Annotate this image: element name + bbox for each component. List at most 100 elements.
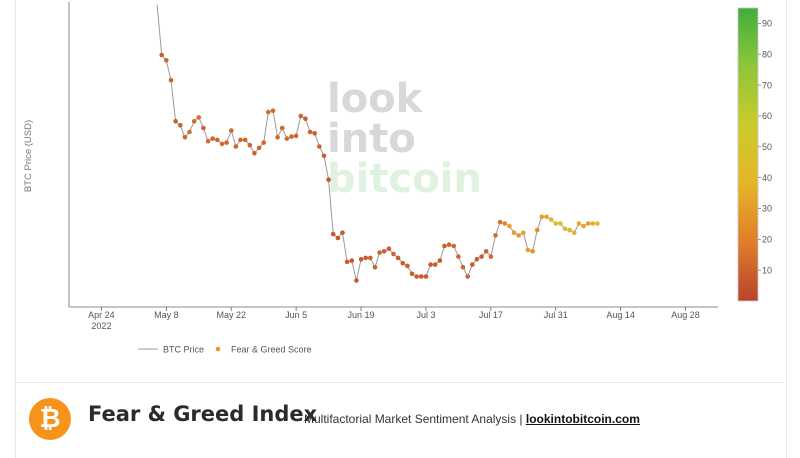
watermark-line: into bbox=[327, 116, 416, 162]
fear-greed-point bbox=[312, 131, 318, 136]
colorbar-strip bbox=[737, 7, 759, 302]
fear-greed-point bbox=[261, 140, 267, 145]
fear-greed-point bbox=[187, 129, 192, 135]
chart-card bbox=[15, 0, 787, 458]
fear-greed-point bbox=[395, 255, 401, 261]
colorbar-tick-label: 70 bbox=[762, 80, 772, 90]
fear-greed-point bbox=[354, 278, 359, 283]
colorbar-tick-label: 90 bbox=[762, 19, 772, 29]
fear-greed-point bbox=[521, 230, 526, 235]
fear-greed-point bbox=[576, 221, 582, 226]
fear-greed-point bbox=[409, 271, 415, 277]
x-tick-label: Jun 19 bbox=[348, 310, 375, 320]
fear-greed-point bbox=[474, 257, 480, 262]
fear-greed-point bbox=[432, 262, 438, 267]
fear-greed-point bbox=[229, 128, 234, 133]
bitcoin-icon: ₿ bbox=[39, 404, 61, 434]
x-tick-label: May 22 bbox=[216, 310, 246, 320]
fear-greed-point bbox=[178, 123, 183, 128]
fear-greed-point bbox=[558, 221, 563, 226]
fear-greed-point bbox=[493, 233, 498, 238]
fear-greed-point bbox=[456, 254, 461, 259]
fear-greed-point bbox=[405, 263, 410, 269]
legend-dot-marker bbox=[215, 346, 221, 352]
fear-greed-point bbox=[507, 223, 512, 229]
watermark: lookintobitcoin bbox=[327, 76, 482, 202]
site-link[interactable]: lookintobitcoin.com bbox=[525, 412, 640, 426]
fear-greed-point bbox=[479, 254, 484, 259]
footer-divider bbox=[15, 382, 785, 383]
colorbar-tick-label: 40 bbox=[762, 173, 772, 183]
fear-greed-point bbox=[242, 137, 248, 143]
fear-greed-point bbox=[344, 259, 350, 265]
fear-greed-point bbox=[256, 145, 262, 151]
fear-greed-point bbox=[326, 177, 331, 182]
fear-greed-point bbox=[516, 233, 521, 238]
fear-greed-point bbox=[215, 137, 220, 143]
fear-greed-point bbox=[321, 153, 327, 159]
x-tick-sublabel: 2022 bbox=[91, 321, 111, 331]
fear-greed-point bbox=[205, 138, 211, 144]
fear-greed-point bbox=[428, 262, 433, 267]
fear-greed-point bbox=[224, 140, 229, 145]
x-tick-label: Jul 3 bbox=[416, 310, 435, 320]
fear-greed-point bbox=[502, 221, 508, 226]
fear-greed-point bbox=[233, 144, 239, 149]
colorbar-tick-label: 30 bbox=[762, 204, 772, 214]
colorbar-tick-label: 80 bbox=[762, 49, 772, 59]
legend[interactable]: BTC Price Fear & Greed Score bbox=[138, 345, 312, 355]
x-tick-label: May 8 bbox=[154, 310, 179, 320]
fear-greed-point bbox=[470, 262, 475, 267]
fear-greed-point bbox=[465, 274, 471, 279]
fear-greed-point bbox=[335, 235, 341, 241]
fear-greed-point bbox=[419, 274, 424, 279]
fear-greed-point bbox=[284, 136, 290, 141]
fear-greed-point bbox=[446, 242, 452, 247]
fear-greed-point bbox=[168, 77, 174, 83]
x-tick-label: Jul 31 bbox=[544, 310, 568, 320]
fear-greed-dots bbox=[159, 52, 600, 283]
legend-item-fear-greed[interactable]: Fear & Greed Score bbox=[215, 345, 312, 355]
fear-greed-point bbox=[372, 264, 378, 270]
fear-greed-point bbox=[530, 249, 535, 254]
fear-greed-point bbox=[544, 214, 549, 220]
fear-greed-point bbox=[400, 260, 406, 266]
fear-greed-point bbox=[534, 227, 540, 233]
fear-greed-point bbox=[423, 274, 429, 279]
fear-greed-point bbox=[590, 221, 596, 226]
fear-greed-point bbox=[196, 115, 202, 120]
legend-item-btc-price[interactable]: BTC Price bbox=[138, 345, 204, 355]
fear-greed-point bbox=[363, 255, 369, 261]
fear-greed-point bbox=[279, 125, 285, 131]
legend-label-btc-price: BTC Price bbox=[163, 345, 204, 355]
watermark-line: bitcoin bbox=[327, 156, 482, 202]
fear-greed-point bbox=[539, 214, 545, 220]
colorbar-tick-label: 10 bbox=[762, 265, 772, 275]
fear-greed-point bbox=[511, 230, 517, 235]
fear-greed-point bbox=[340, 230, 345, 235]
colorbar-tick-label: 50 bbox=[762, 142, 772, 152]
fear-greed-point bbox=[298, 113, 304, 119]
fear-greed-point bbox=[317, 144, 322, 149]
fear-greed-point bbox=[293, 133, 299, 139]
fear-greed-point bbox=[219, 141, 225, 147]
fear-greed-point bbox=[191, 119, 197, 124]
fear-greed-point bbox=[164, 58, 169, 63]
fear-greed-point bbox=[307, 129, 313, 135]
fear-greed-point bbox=[553, 221, 559, 226]
page-title: Fear & Greed Index bbox=[88, 402, 318, 426]
fear-greed-point bbox=[483, 249, 489, 254]
fear-greed-point bbox=[201, 125, 206, 131]
fear-greed-point bbox=[386, 246, 392, 251]
fear-greed-point bbox=[567, 227, 572, 233]
watermark-line: look bbox=[327, 76, 424, 122]
fear-greed-point bbox=[488, 254, 494, 259]
fear-greed-point bbox=[182, 135, 188, 140]
fear-greed-point bbox=[330, 231, 336, 237]
fear-greed-point bbox=[173, 119, 178, 124]
fear-greed-point bbox=[289, 134, 294, 139]
fear-greed-point bbox=[368, 255, 373, 261]
fear-greed-point bbox=[358, 257, 364, 262]
fear-greed-point bbox=[437, 258, 443, 263]
